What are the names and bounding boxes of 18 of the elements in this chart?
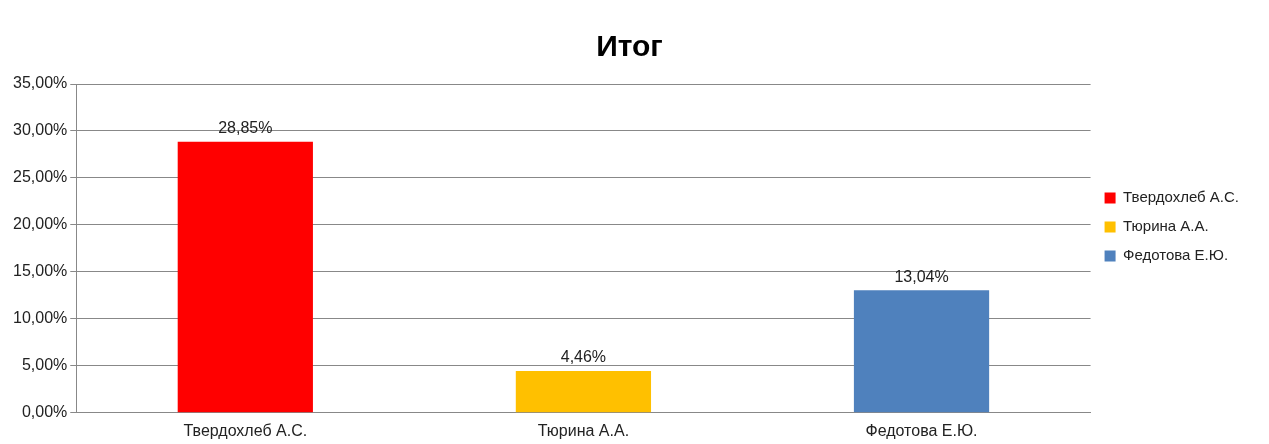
data-label: 13,04%	[894, 267, 949, 285]
y-tick-label: 10,00%	[13, 309, 68, 327]
y-tick-label: 15,00%	[13, 262, 68, 280]
data-label: 28,85%	[218, 119, 273, 137]
y-tick-label: 0,00%	[21, 403, 68, 421]
legend-label: Федотова Е.Ю.	[1123, 246, 1229, 264]
y-tick-label: 5,00%	[21, 356, 68, 374]
x-tick-label: Твердохлеб А.С.	[183, 421, 308, 439]
x-tick-label: Тюрина А.А.	[537, 421, 630, 439]
data-label: 4,46%	[560, 348, 607, 366]
legend-label: Тюрина А.А.	[1123, 217, 1209, 235]
y-tick-label: 30,00%	[13, 121, 68, 139]
y-tick-label: 20,00%	[13, 215, 68, 233]
legend-label: Твердохлеб А.С.	[1123, 188, 1240, 206]
chart-title: Итог	[596, 29, 663, 63]
y-tick-label: 35,00%	[13, 74, 68, 92]
x-tick-label: Федотова Е.Ю.	[865, 421, 978, 439]
y-tick-label: 25,00%	[13, 168, 68, 186]
